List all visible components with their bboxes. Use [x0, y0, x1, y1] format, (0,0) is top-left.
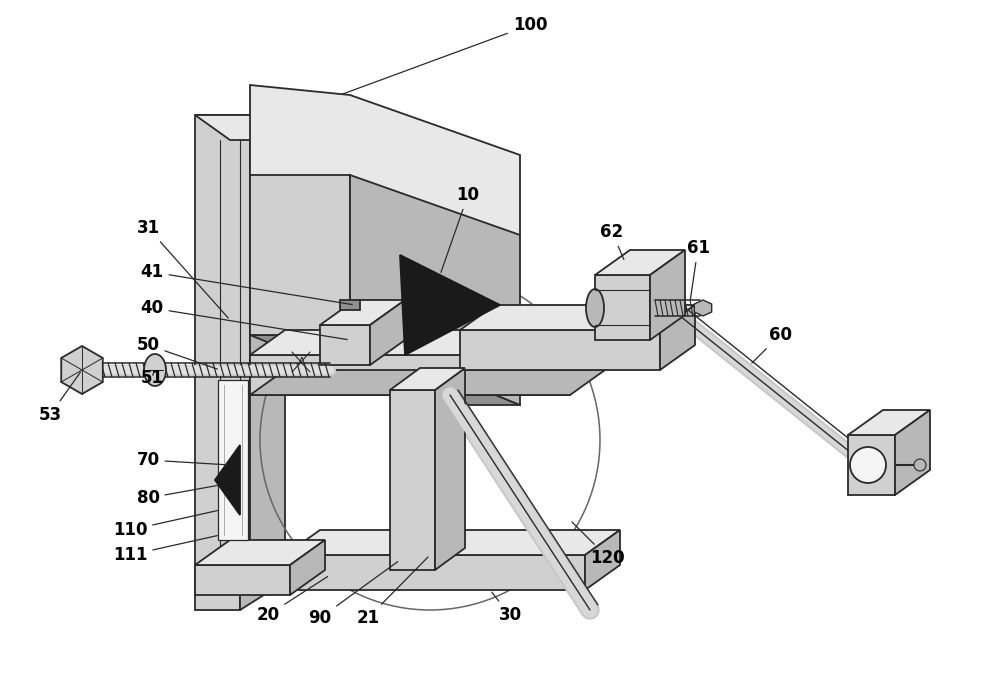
Text: 41: 41 [140, 263, 352, 304]
Polygon shape [250, 355, 570, 395]
Polygon shape [250, 370, 605, 395]
Text: 90: 90 [308, 562, 398, 627]
Polygon shape [660, 305, 695, 370]
Text: 111: 111 [113, 536, 217, 564]
Polygon shape [320, 300, 405, 325]
Polygon shape [250, 330, 605, 355]
Polygon shape [694, 300, 712, 316]
Polygon shape [355, 535, 455, 560]
Text: 70: 70 [136, 451, 227, 469]
Polygon shape [250, 115, 285, 595]
Polygon shape [460, 330, 660, 370]
Polygon shape [195, 540, 325, 565]
Polygon shape [215, 445, 240, 515]
Polygon shape [435, 368, 465, 570]
Text: 60: 60 [752, 326, 792, 363]
Polygon shape [585, 530, 620, 590]
Text: 20: 20 [256, 577, 328, 624]
Polygon shape [460, 305, 695, 330]
Polygon shape [61, 346, 103, 394]
Text: 120: 120 [572, 522, 625, 567]
Text: 61: 61 [686, 239, 710, 300]
Polygon shape [240, 565, 275, 610]
Polygon shape [195, 588, 240, 610]
Text: 50: 50 [137, 336, 217, 369]
Polygon shape [370, 300, 405, 365]
Polygon shape [195, 115, 285, 140]
Polygon shape [250, 175, 350, 335]
Polygon shape [390, 390, 435, 570]
Polygon shape [848, 410, 930, 435]
Polygon shape [420, 535, 455, 582]
Text: 30: 30 [492, 592, 522, 624]
Polygon shape [250, 335, 520, 405]
Polygon shape [320, 325, 370, 365]
Polygon shape [848, 435, 895, 495]
Text: 80: 80 [137, 486, 217, 507]
Polygon shape [195, 565, 290, 595]
Text: 51: 51 [141, 369, 164, 387]
Polygon shape [650, 250, 685, 340]
Polygon shape [390, 368, 465, 390]
Polygon shape [355, 560, 420, 582]
Polygon shape [250, 85, 520, 235]
Polygon shape [400, 255, 500, 355]
Ellipse shape [144, 354, 166, 386]
Ellipse shape [586, 289, 604, 327]
Polygon shape [290, 540, 325, 595]
Polygon shape [595, 250, 685, 275]
Circle shape [914, 459, 926, 471]
Text: A: A [298, 357, 306, 367]
Polygon shape [895, 410, 930, 495]
Text: 10: 10 [441, 186, 480, 272]
Polygon shape [218, 380, 248, 540]
Text: 40: 40 [140, 299, 347, 340]
Text: 21: 21 [356, 557, 428, 627]
Text: 53: 53 [38, 373, 80, 424]
Text: 62: 62 [600, 223, 624, 259]
Polygon shape [285, 530, 620, 555]
Polygon shape [195, 115, 250, 595]
Polygon shape [340, 300, 360, 310]
Text: 110: 110 [113, 511, 217, 539]
Text: 100: 100 [343, 16, 547, 94]
Text: 31: 31 [136, 219, 228, 318]
Circle shape [850, 447, 886, 483]
Polygon shape [595, 275, 650, 340]
Polygon shape [195, 565, 275, 588]
Polygon shape [350, 175, 520, 405]
Polygon shape [285, 555, 585, 590]
